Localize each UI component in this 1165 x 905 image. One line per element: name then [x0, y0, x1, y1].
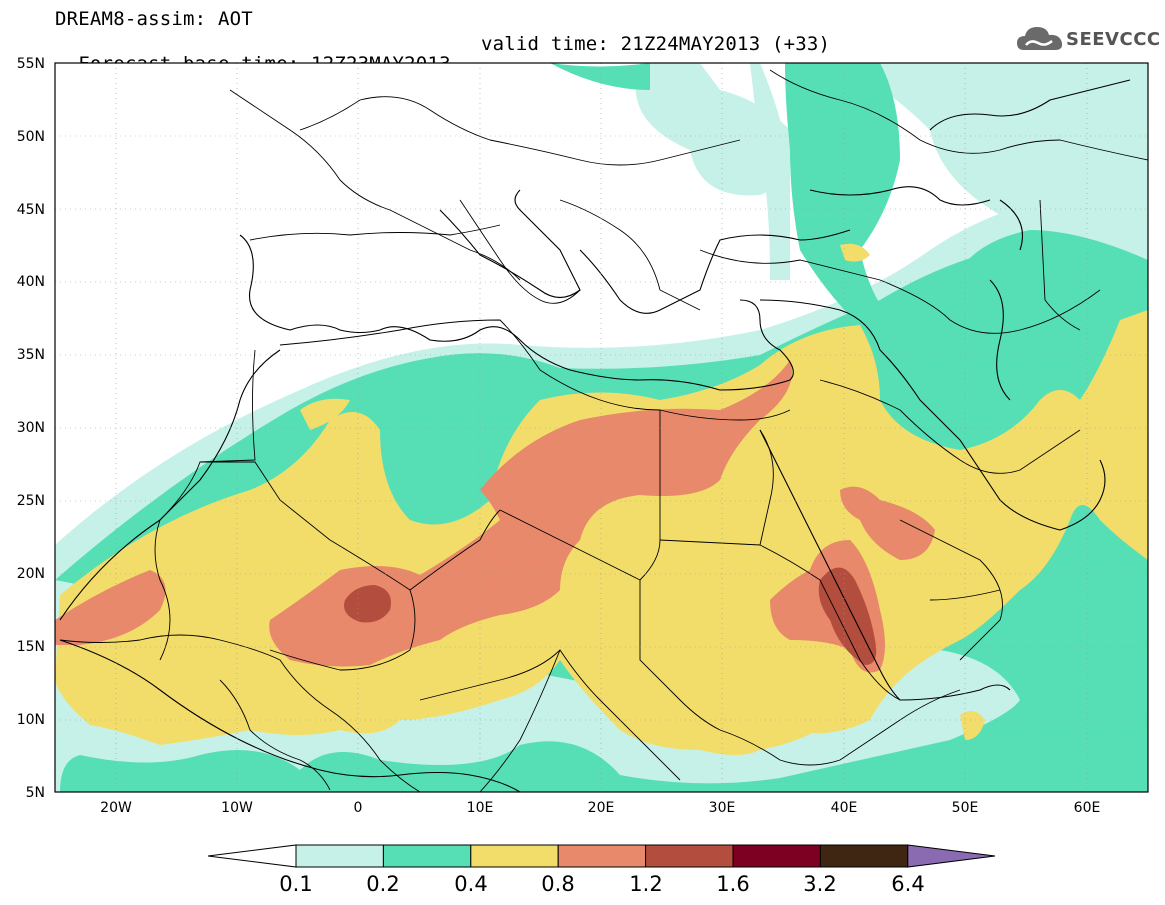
- colorbar-label: 3.2: [803, 872, 837, 896]
- valid-time: valid time: 21Z24MAY2013 (+33): [481, 33, 831, 55]
- lon-label: 10E: [467, 800, 494, 816]
- seevccc-logo: SEEVCCC: [1016, 24, 1160, 56]
- colorbar: [207, 844, 996, 868]
- lat-label: 45N: [17, 202, 45, 218]
- colorbar-label: 6.4: [891, 872, 925, 896]
- lat-label: 55N: [17, 56, 45, 72]
- aot-band-1.2: [344, 567, 877, 665]
- lat-label: 30N: [17, 420, 45, 436]
- lon-label: 20W: [100, 800, 132, 816]
- lon-label: 60E: [1074, 800, 1101, 816]
- lat-label: 15N: [17, 639, 45, 655]
- lat-label: 40N: [17, 274, 45, 290]
- grid-lines: [55, 63, 1148, 792]
- lon-label: 10W: [221, 800, 253, 816]
- lon-label: 0: [354, 800, 363, 816]
- lat-label: 5N: [26, 785, 45, 801]
- logo-text: SEEVCCC: [1066, 29, 1161, 50]
- lat-label: 50N: [17, 129, 45, 145]
- colorbar-label: 0.4: [454, 872, 488, 896]
- cloud-icon: [1017, 27, 1063, 50]
- lat-label: 35N: [17, 347, 45, 363]
- lon-label: 30E: [709, 800, 736, 816]
- country-borders: [59, 69, 1148, 792]
- map-frame: [54, 62, 1149, 793]
- colorbar-swatch: [470, 844, 559, 868]
- lon-label: 20E: [588, 800, 615, 816]
- colorbar-label: 0.8: [541, 872, 575, 896]
- colorbar-label: 0.2: [366, 872, 400, 896]
- longitude-labels: 20W 10W 0 10E 20E 30E 40E 50E 60E: [100, 800, 1100, 816]
- title-line-1: DREAM8-assim: AOT: [55, 8, 253, 30]
- colorbar-label: 0.1: [279, 872, 313, 896]
- colorbar-label: 1.6: [716, 872, 750, 896]
- lon-label: 40E: [831, 800, 858, 816]
- coastlines: [59, 79, 1131, 792]
- colorbar-arrow-high: [907, 844, 996, 868]
- colorbar-swatch: [557, 844, 647, 868]
- lat-label: 25N: [17, 493, 45, 509]
- colorbar-swatch: [732, 844, 821, 868]
- colorbar-swatch: [295, 844, 384, 868]
- colorbar-swatch: [382, 844, 472, 868]
- map-plot-area: [55, 63, 1148, 792]
- lat-label: 20N: [17, 566, 45, 582]
- colorbar-label: 1.2: [629, 872, 663, 896]
- colorbar-arrow-low: [207, 844, 297, 868]
- lon-label: 50E: [952, 800, 979, 816]
- colorbar-swatch: [819, 844, 909, 868]
- latitude-labels: 55N 50N 45N 40N 35N 30N 25N 20N 15N 10N …: [17, 56, 45, 801]
- lat-label: 10N: [17, 712, 45, 728]
- colorbar-swatch: [645, 844, 734, 868]
